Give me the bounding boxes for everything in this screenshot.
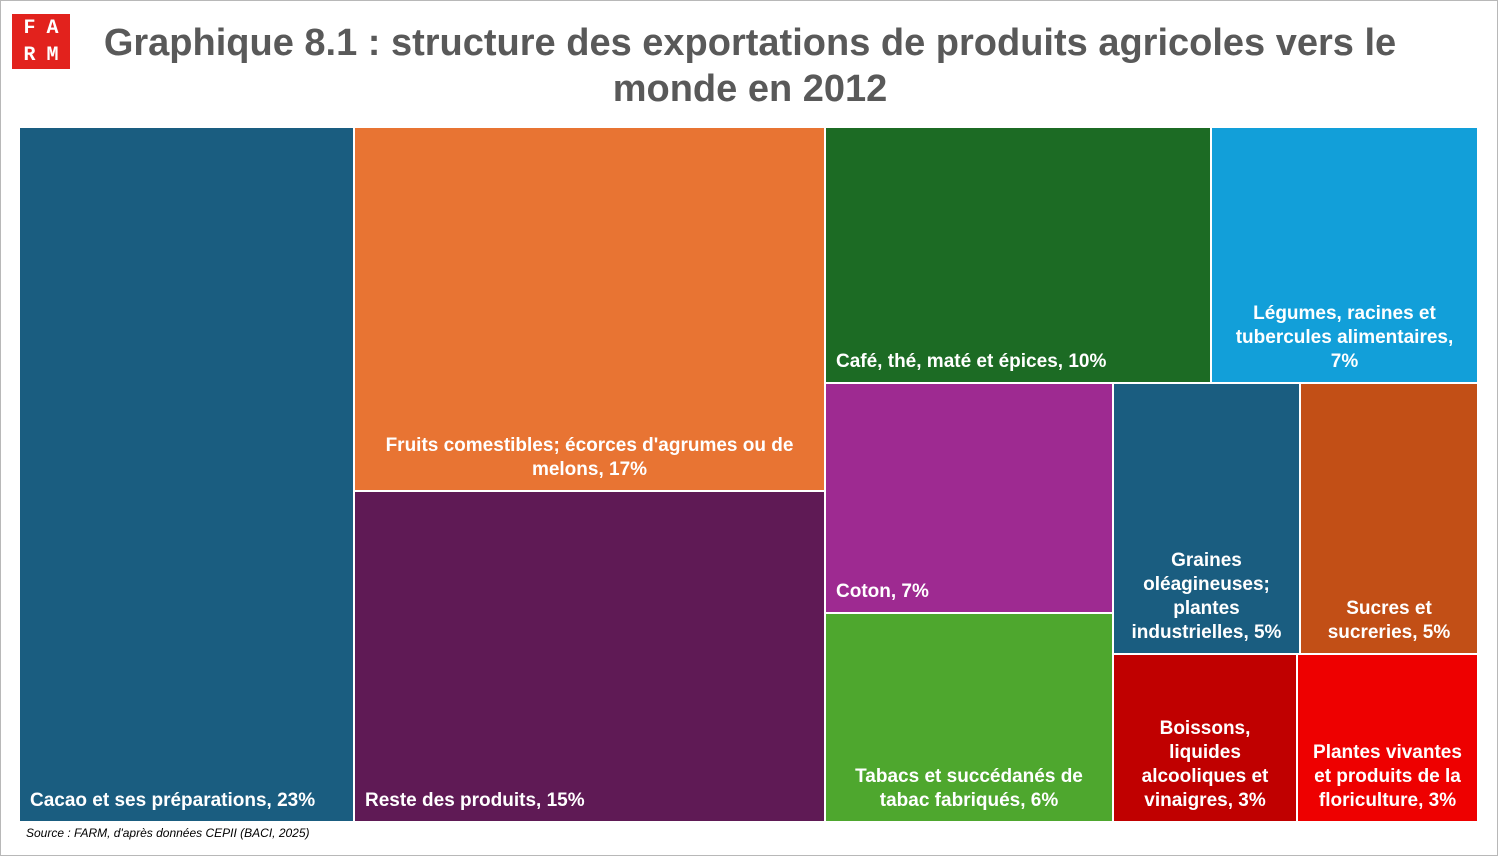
- source-note: Source : FARM, d'après données CEPII (BA…: [26, 826, 310, 840]
- farm-logo: F A R M: [12, 14, 70, 69]
- logo-letter: F: [23, 17, 36, 40]
- logo-letter: A: [46, 17, 59, 40]
- logo-letter: M: [46, 44, 59, 67]
- logo-letter: R: [23, 44, 36, 67]
- chart-title: Graphique 8.1 : structure des exportatio…: [103, 22, 1397, 110]
